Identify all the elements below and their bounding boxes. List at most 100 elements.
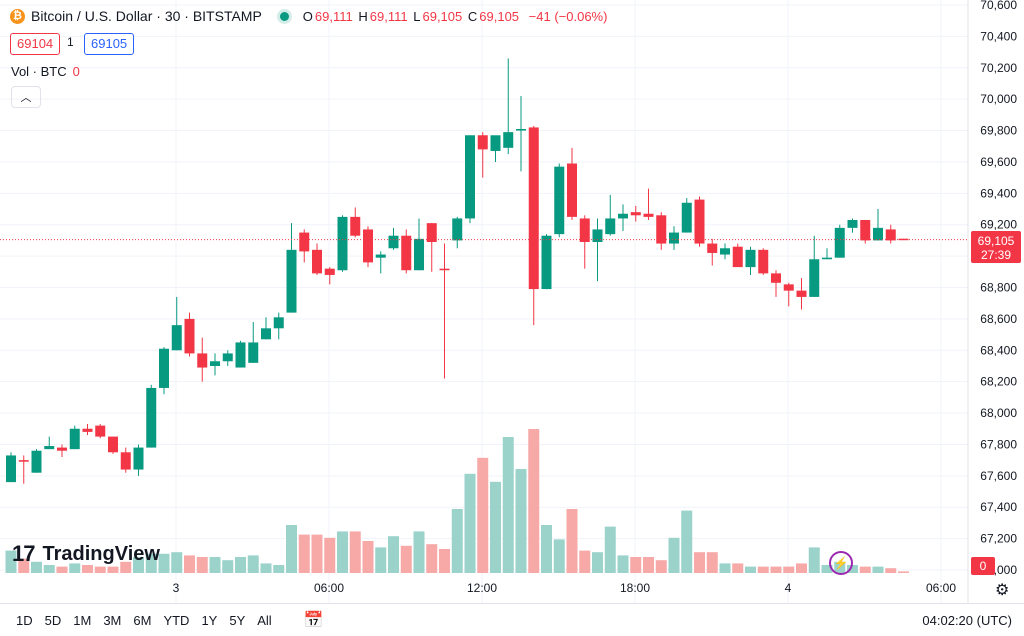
candle[interactable]: [388, 227, 399, 250]
candle[interactable]: [44, 436, 55, 450]
candle[interactable]: [6, 452, 16, 483]
candle[interactable]: [809, 235, 820, 297]
candle[interactable]: [669, 226, 679, 250]
candle[interactable]: [847, 218, 858, 233]
candle-body: [235, 342, 246, 368]
candle[interactable]: [605, 194, 616, 236]
range-3m[interactable]: 3M: [103, 612, 122, 628]
candle[interactable]: [439, 243, 450, 379]
candle[interactable]: [452, 216, 463, 249]
range-ytd[interactable]: YTD: [163, 612, 190, 628]
candle[interactable]: [363, 226, 373, 268]
candle[interactable]: [643, 188, 654, 221]
candle[interactable]: [630, 205, 641, 222]
candle[interactable]: [210, 353, 220, 376]
candle[interactable]: [401, 229, 412, 274]
candle[interactable]: [414, 218, 424, 271]
range-6m[interactable]: 6M: [133, 612, 152, 628]
lightning-icon[interactable]: ⚡: [829, 551, 853, 575]
calendar-icon[interactable]: 📅: [303, 612, 324, 629]
candle[interactable]: [184, 312, 195, 357]
candle[interactable]: [554, 163, 565, 238]
candle[interactable]: [834, 224, 845, 258]
candle[interactable]: [771, 270, 781, 297]
candle[interactable]: [350, 207, 361, 238]
candle[interactable]: [796, 278, 807, 310]
candle-body: [350, 216, 361, 236]
volume-bar: [745, 566, 756, 573]
candle[interactable]: [375, 251, 386, 274]
candle-body: [388, 235, 399, 249]
range-1d[interactable]: 1D: [16, 612, 33, 628]
candle[interactable]: [477, 132, 488, 178]
candle[interactable]: [82, 424, 93, 436]
candle[interactable]: [758, 248, 769, 275]
candle[interactable]: [108, 436, 118, 454]
candle[interactable]: [681, 198, 692, 233]
utc-clock[interactable]: 04:02:20 (UTC): [922, 613, 1012, 628]
price-tick-label: 69,800: [980, 124, 1017, 138]
candle[interactable]: [69, 425, 80, 450]
candle[interactable]: [222, 350, 233, 366]
range-1m[interactable]: 1M: [73, 612, 92, 628]
candle[interactable]: [694, 196, 705, 247]
candle[interactable]: [783, 282, 794, 307]
candle[interactable]: [324, 267, 335, 285]
candle-body: [312, 249, 322, 274]
gear-icon[interactable]: ⚙: [995, 582, 1010, 599]
candle[interactable]: [146, 384, 157, 448]
candle[interactable]: [745, 246, 756, 275]
candle[interactable]: [541, 234, 552, 290]
candle[interactable]: [120, 447, 131, 473]
candle[interactable]: [57, 444, 67, 457]
candle[interactable]: [516, 96, 526, 172]
candle[interactable]: [133, 444, 144, 476]
candle[interactable]: [312, 243, 322, 275]
symbol-title[interactable]: Bitcoin / U.S. Dollar · 30 · BITSTAMP: [31, 8, 262, 24]
candle[interactable]: [159, 347, 169, 395]
candle[interactable]: [720, 243, 730, 260]
candle[interactable]: [248, 322, 259, 363]
candle[interactable]: [18, 455, 29, 484]
volume-bar: [18, 558, 30, 573]
volume-bar: [528, 429, 540, 573]
candle[interactable]: [618, 204, 628, 231]
buy-price-button[interactable]: 69105: [84, 33, 135, 55]
candle[interactable]: [707, 238, 718, 266]
candle[interactable]: [592, 218, 603, 282]
candle[interactable]: [822, 248, 832, 260]
candle[interactable]: [273, 312, 284, 340]
candlestick-chart[interactable]: 67,00067,20067,40067,60067,80068,00068,2…: [0, 0, 1024, 603]
candle[interactable]: [171, 296, 182, 351]
candle[interactable]: [873, 209, 883, 241]
candle[interactable]: [286, 223, 297, 313]
candle[interactable]: [579, 215, 590, 269]
candle[interactable]: [503, 58, 514, 155]
candle-body: [82, 428, 93, 432]
volume-bar: [515, 469, 527, 573]
candle[interactable]: [465, 135, 475, 224]
sell-price-button[interactable]: 69104: [10, 33, 61, 55]
candle[interactable]: [528, 125, 539, 326]
candle[interactable]: [261, 317, 271, 340]
candle[interactable]: [426, 223, 437, 272]
tradingview-logo[interactable]: 17 TradingView: [12, 541, 160, 567]
collapse-legend-button[interactable]: ︿: [11, 86, 41, 108]
candle[interactable]: [567, 147, 577, 221]
candle[interactable]: [95, 424, 106, 439]
candle[interactable]: [337, 215, 348, 272]
range-5y[interactable]: 5Y: [229, 612, 246, 628]
candle[interactable]: [860, 220, 871, 244]
candle[interactable]: [656, 212, 667, 250]
candle-body: [885, 229, 896, 241]
candle[interactable]: [197, 337, 208, 382]
candle[interactable]: [732, 243, 743, 268]
candle[interactable]: [490, 135, 501, 162]
candle[interactable]: [31, 449, 42, 473]
range-5d[interactable]: 5D: [44, 612, 62, 628]
candle[interactable]: [299, 229, 310, 263]
candle[interactable]: [885, 224, 896, 244]
range-all[interactable]: All: [257, 612, 272, 628]
range-1y[interactable]: 1Y: [201, 612, 218, 628]
candle[interactable]: [235, 340, 246, 368]
